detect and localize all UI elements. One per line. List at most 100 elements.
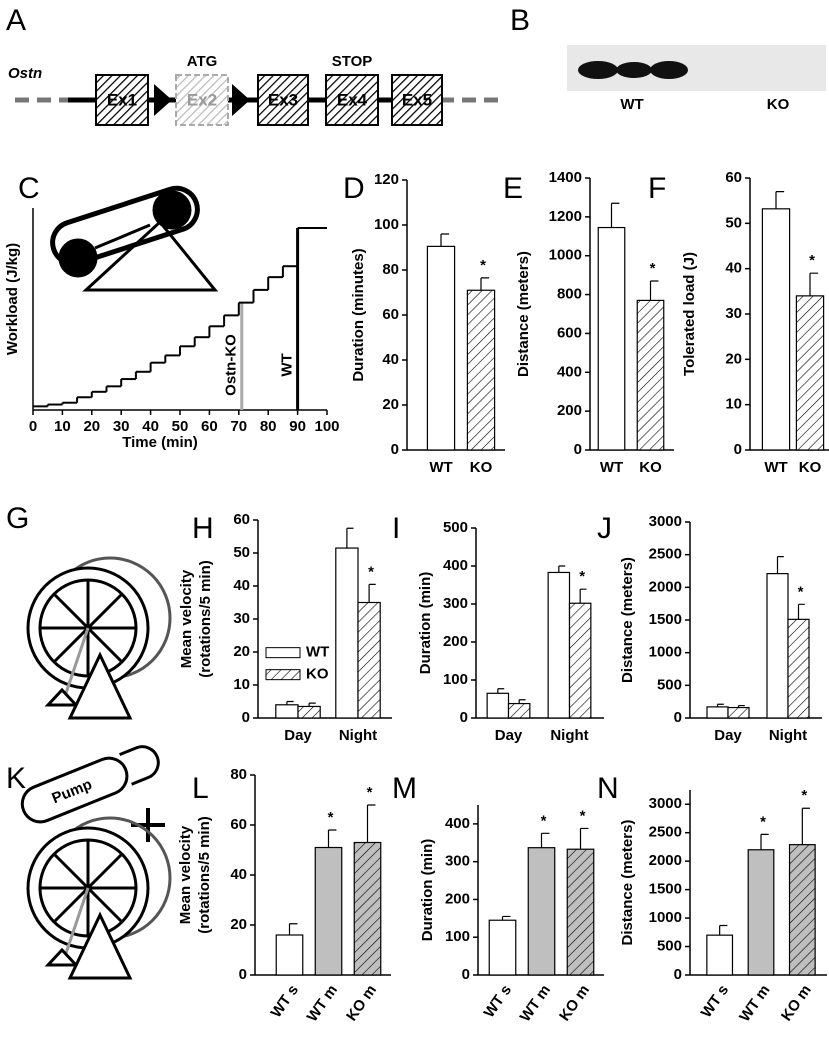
bar	[275, 934, 304, 976]
x-tick-label: 70	[230, 418, 247, 435]
x-tick-label: 90	[289, 418, 306, 435]
error-bar	[760, 833, 769, 850]
loxp	[232, 84, 250, 116]
error-bar	[649, 280, 659, 301]
y-tick-label: 500	[657, 938, 682, 955]
y-tick-label: 0	[674, 709, 682, 726]
error-bar	[327, 829, 337, 848]
x-tick-label: 50	[172, 418, 189, 435]
bar	[507, 702, 531, 719]
panel-label: D	[343, 172, 365, 205]
y-tick-label: 200	[557, 402, 582, 419]
y-tick-label: 300	[443, 595, 468, 612]
bar	[275, 704, 299, 719]
panel-label: F	[648, 172, 666, 205]
panel-label: B	[510, 4, 530, 37]
y-axis-label: (rotations/5 min)	[196, 816, 213, 934]
exon	[257, 74, 309, 126]
y-tick-label: 0	[460, 709, 468, 726]
bar	[297, 705, 321, 719]
error-bar	[368, 583, 376, 603]
y-tick-label: 40	[233, 577, 250, 594]
x-tick-label: WT s	[268, 982, 302, 1021]
y-tick-label: 60	[382, 306, 399, 323]
x-tick-label: WT s	[481, 982, 515, 1021]
y-tick-label: 40	[725, 260, 742, 277]
y-tick-label: 2500	[649, 546, 682, 563]
y-axis-label: Workload (J/kg)	[4, 243, 21, 355]
bar	[636, 299, 665, 451]
x-tick-label: Night	[550, 727, 588, 744]
y-tick-label: 400	[557, 363, 582, 380]
x-tick-label: 80	[260, 418, 277, 435]
bar	[527, 847, 556, 976]
x-axis-label: Time (min)	[122, 434, 198, 451]
panel-label: J	[597, 512, 612, 545]
y-tick-label: 50	[233, 544, 250, 561]
y-axis-label: Duration (min)	[417, 572, 434, 675]
x-tick-label: KO m	[556, 982, 593, 1025]
legend-swatch	[265, 647, 301, 659]
y-tick-label: 40	[382, 351, 399, 368]
bar	[314, 846, 343, 976]
y-tick-label: 0	[674, 966, 682, 983]
y-tick-label: 3000	[649, 795, 682, 812]
x-tick-label: Night	[339, 727, 377, 744]
panel-label: G	[6, 502, 29, 535]
x-tick-label: WT s	[698, 982, 732, 1021]
exon	[175, 74, 229, 126]
x-tick-label: WT	[429, 459, 452, 476]
gene-name: Ostn	[8, 65, 42, 82]
significance-star: *	[368, 563, 374, 580]
error-bar	[480, 277, 490, 291]
legend-swatch	[265, 669, 301, 681]
panel-label: I	[392, 512, 400, 545]
error-bar	[558, 565, 566, 573]
error-bar	[540, 832, 550, 848]
y-tick-label: 100	[374, 216, 399, 233]
y-tick-label: 20	[233, 643, 250, 660]
y-tick-label: 1000	[649, 644, 682, 661]
y-tick-label: 1000	[649, 909, 682, 926]
treadmill-drawing	[50, 185, 219, 292]
bar	[488, 919, 517, 976]
y-tick-label: 20	[230, 916, 247, 933]
significance-star: *	[650, 260, 656, 277]
y-tick-label: 1200	[549, 208, 582, 225]
error-bar	[288, 923, 298, 935]
y-tick-label: 40	[230, 866, 247, 883]
legend-label: WT	[306, 644, 329, 661]
panel-label: E	[503, 172, 523, 205]
panel-label: K	[6, 762, 26, 795]
x-tick-label: KO m	[778, 982, 815, 1025]
bar	[727, 706, 750, 719]
significance-star: *	[809, 252, 815, 269]
y-tick-label: 1400	[549, 169, 582, 186]
western-blot: B WT KO	[510, 4, 826, 113]
y-axis-label: (rotations/5 min)	[197, 560, 214, 678]
y-tick-label: 0	[462, 966, 470, 983]
y-tick-label: 120	[374, 171, 399, 188]
error-bar	[797, 603, 805, 620]
y-axis-label: Distance (meters)	[619, 820, 636, 946]
wheel-drawing: G	[6, 502, 172, 720]
error-bar	[366, 804, 376, 843]
y-axis-label: Mean velocity	[178, 569, 195, 668]
y-tick-label: 400	[445, 815, 470, 832]
x-tick-label: WT m	[304, 982, 341, 1025]
error-bar	[719, 924, 728, 936]
gene-diagram: A Ostn Ex1 Ex2 Ex3 Ex4 Ex5 ATG STOP	[6, 4, 500, 126]
error-bar	[579, 588, 587, 604]
error-bar	[286, 700, 294, 705]
y-tick-label: 1000	[549, 247, 582, 264]
bar	[788, 844, 816, 976]
error-bar	[809, 272, 819, 296]
significance-star: *	[760, 813, 766, 830]
panel-label: M	[392, 772, 417, 805]
x-tick-label: 10	[54, 418, 71, 435]
error-bar	[776, 556, 784, 574]
y-tick-label: 500	[657, 676, 682, 693]
marker-label: Ostn-KO	[223, 334, 240, 396]
bar	[787, 618, 810, 719]
error-bar	[716, 703, 724, 707]
